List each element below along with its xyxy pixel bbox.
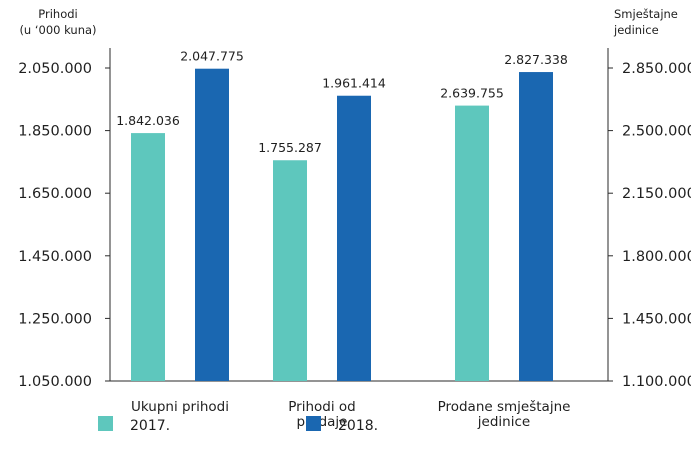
legend-label: 2018. [338, 418, 378, 434]
data-label: 2.639.755 [440, 86, 504, 101]
right-y-tick-label: 1.100.000 [622, 374, 691, 390]
right-y-tick-label: 2.500.000 [622, 124, 691, 140]
legend-swatch [306, 416, 321, 431]
data-label: 1.961.414 [322, 76, 386, 91]
left-y-axis-title: Prihodi [38, 7, 77, 21]
left-y-tick-label: 2.050.000 [18, 61, 92, 77]
bar [273, 160, 307, 381]
category-label: Ukupni prihodi [131, 399, 229, 415]
bar [337, 95, 371, 381]
left-y-tick-label: 1.250.000 [18, 311, 92, 327]
bar [519, 72, 553, 382]
data-label: 2.827.338 [504, 52, 568, 67]
right-y-tick-label: 2.850.000 [622, 61, 691, 77]
category-label: Prihodi od [288, 399, 355, 415]
data-label: 1.842.036 [116, 113, 180, 128]
right-y-axis-title: jedinice [613, 23, 659, 37]
left-y-tick-label: 1.450.000 [18, 249, 92, 265]
left-y-tick-label: 1.850.000 [18, 124, 92, 140]
left-y-tick-label: 1.050.000 [18, 374, 92, 390]
category-label: jedinice [477, 414, 530, 430]
right-y-tick-label: 2.150.000 [622, 186, 691, 202]
category-label: Prodane smještajne [438, 399, 571, 415]
right-y-axis-title: Smještajne [614, 7, 678, 21]
legend-swatch [98, 416, 113, 431]
data-label: 2.047.775 [180, 49, 244, 64]
legend-label: 2017. [130, 418, 170, 434]
right-y-tick-label: 1.800.000 [622, 249, 691, 265]
right-y-tick-label: 1.450.000 [622, 311, 691, 327]
left-y-axis-title: (u ‘000 kuna) [19, 23, 96, 37]
data-label: 1.755.287 [258, 140, 322, 155]
bar [131, 133, 165, 381]
left-y-tick-label: 1.650.000 [18, 186, 92, 202]
bar [195, 68, 229, 382]
bar [455, 105, 489, 381]
